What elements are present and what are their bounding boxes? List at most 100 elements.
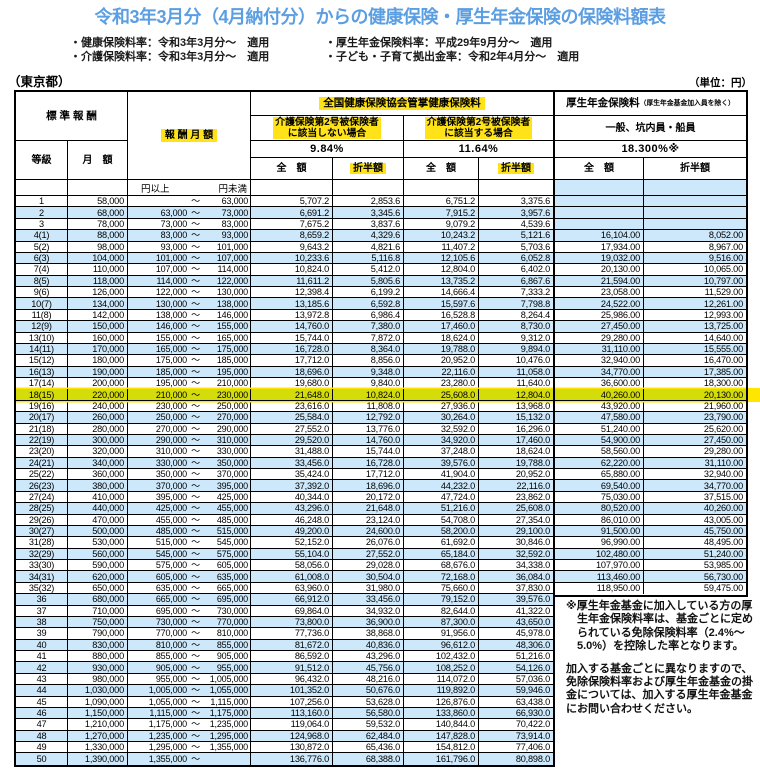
cell: 37 bbox=[16, 605, 68, 616]
cell: 124,968.0 bbox=[251, 730, 333, 741]
range-upper: 290,000 bbox=[216, 423, 248, 434]
tilde: ～ bbox=[191, 617, 200, 628]
tilde: ～ bbox=[191, 503, 200, 514]
cell: 410,000 bbox=[68, 491, 128, 503]
tilde: ～ bbox=[191, 754, 200, 765]
cell: 63,000 ～ 73,000 bbox=[128, 207, 251, 218]
cell: 280,000 bbox=[68, 423, 128, 434]
cell: 20,130.00 bbox=[555, 264, 644, 275]
tilde: ～ bbox=[191, 389, 200, 400]
cell: 13,725.00 bbox=[703, 321, 743, 332]
cell: 340,000 bbox=[68, 457, 128, 468]
table-row: 43 980,000 955,000 ～ 1,005,000 96,432.0 48,216… bbox=[16, 673, 553, 686]
cell: 9,348.0 bbox=[333, 366, 404, 377]
pension-title: 厚生年金保険料 bbox=[566, 97, 640, 109]
cell: 830,000 bbox=[68, 639, 128, 650]
cell bbox=[555, 207, 644, 218]
table-row: 25(22) 360,000 350,000 ～ 370,000 35,424.0 17,7… bbox=[16, 469, 553, 481]
cell: 3,837.6 bbox=[333, 218, 404, 230]
cell: ～ 63,000 bbox=[128, 196, 251, 207]
tilde: ～ bbox=[191, 412, 200, 423]
cell: 9,643.2 bbox=[251, 241, 333, 252]
cell: 78,000 bbox=[68, 218, 128, 230]
cell: 160,000 bbox=[68, 332, 128, 343]
table-row: 38 750,000 730,000 ～ 770,000 73,800.0 36,900.0… bbox=[16, 616, 553, 629]
cell: 8,967.00 bbox=[708, 241, 743, 252]
table-row: 49 1,330,000 1,295,000 ～ 1,355,000 130,872.0 6… bbox=[16, 742, 553, 754]
cell: 15,744.0 bbox=[251, 332, 333, 343]
tilde: ～ bbox=[191, 582, 200, 593]
pension-row: 29,280.00 14,640.00 bbox=[555, 332, 746, 344]
tilde: ～ bbox=[191, 662, 200, 673]
cell: 12,105.6 bbox=[404, 252, 479, 264]
tilde: ～ bbox=[191, 355, 200, 366]
range-upper: 350,000 bbox=[216, 457, 248, 468]
cell: 29(26) bbox=[16, 514, 68, 525]
cell: 48,306.0 bbox=[515, 639, 550, 650]
range-lower: 1,005,000 bbox=[148, 685, 187, 696]
tilde: ～ bbox=[191, 730, 200, 741]
standard-reward-group: 標 準 報 酬 等級 月 額 bbox=[16, 92, 128, 196]
cell: 10(7) bbox=[16, 298, 68, 309]
cell: 18,624.0 bbox=[404, 332, 479, 343]
cell: 190,000 bbox=[68, 366, 128, 377]
pension-row: 58,560.00 29,280.00 bbox=[555, 446, 746, 458]
range-upper: 1,235,000 bbox=[209, 719, 248, 730]
cell: 37,248.0 bbox=[404, 446, 479, 457]
pension-row bbox=[555, 196, 746, 208]
care-label: 介護保険第2号被保険者 に該当する場合 bbox=[424, 117, 533, 139]
cell: 146,000 ～ 155,000 bbox=[128, 321, 251, 332]
cell: 270,000 ～ 290,000 bbox=[128, 423, 251, 434]
cell: 34,920.0 bbox=[404, 434, 479, 446]
cell: 88,000 bbox=[68, 230, 128, 241]
cell: 20,130.00 bbox=[703, 389, 743, 400]
cell: 6,986.4 bbox=[333, 309, 404, 321]
table-row: 14(11) 170,000 165,000 ～ 175,000 16,728.0 8,36… bbox=[16, 343, 553, 356]
cell: 395,000 ～ 425,000 bbox=[128, 491, 251, 503]
cell: 9,312.0 bbox=[520, 332, 550, 343]
range-lower: 955,000 bbox=[155, 673, 187, 684]
cell: 18,624.0 bbox=[515, 446, 550, 457]
cell: 620,000 bbox=[68, 571, 128, 582]
cell: 40,260.00 bbox=[555, 389, 644, 400]
cell: 30(27) bbox=[16, 525, 68, 537]
cell: 130,000 ～ 138,000 bbox=[128, 298, 251, 309]
tilde: ～ bbox=[191, 435, 200, 446]
cell: 14,760.0 bbox=[251, 321, 333, 332]
cell: 6,691.2 bbox=[251, 207, 333, 218]
range-lower: 107,000 bbox=[155, 264, 187, 275]
range-lower: 905,000 bbox=[155, 662, 187, 673]
range-upper: 138,000 bbox=[216, 298, 248, 309]
range-upper: 107,000 bbox=[216, 253, 248, 264]
tilde: ～ bbox=[191, 400, 200, 411]
cell: 25,608.0 bbox=[515, 503, 550, 514]
cell: 770,000 ～ 810,000 bbox=[128, 628, 251, 639]
table-row: 6(3) 104,000 101,000 ～ 107,000 10,233.6 5,116.… bbox=[16, 252, 553, 265]
range-upper: 485,000 bbox=[216, 514, 248, 525]
cell: 23,790.00 bbox=[703, 412, 743, 423]
cell: 33,456.0 bbox=[251, 457, 333, 468]
cell: 3,957.6 bbox=[520, 207, 550, 218]
table-body: 1 58,000 ～ 63,000 5,707.2 2,853.6 6,751.2 3,375… bbox=[16, 196, 553, 765]
cell: 17,460.0 bbox=[404, 321, 479, 332]
cell: 18,300.00 bbox=[703, 378, 743, 389]
cell: 21,648.0 bbox=[251, 389, 333, 400]
range-lower: 195,000 bbox=[155, 378, 187, 389]
range-upper: 210,000 bbox=[216, 378, 248, 389]
no-care-header: 介護保険第2号被保険者 に該当しない場合 bbox=[251, 116, 404, 140]
cell: 73,914.0 bbox=[515, 730, 550, 741]
pension-row: 31,110.00 15,555.00 bbox=[555, 343, 746, 356]
cell: 96,990.00 bbox=[555, 537, 644, 548]
table-row: 2 68,000 63,000 ～ 73,000 6,691.2 3,345.6 7,915.… bbox=[16, 207, 553, 219]
tilde: ～ bbox=[191, 321, 200, 332]
pension-row: 43,920.00 21,960.00 bbox=[555, 400, 746, 413]
cell: 38 bbox=[16, 616, 68, 628]
cell: 73,800.0 bbox=[251, 616, 333, 628]
table-row: 22(19) 300,000 290,000 ～ 310,000 29,520.0 14,7… bbox=[16, 434, 553, 447]
pension-table-body: 16,104.00 8,052.00 17,934.00 8,967.00 19,032… bbox=[555, 196, 746, 595]
cell: 27,552.0 bbox=[251, 423, 333, 434]
cell: 69,864.0 bbox=[251, 605, 333, 616]
pension-row: 24,522.00 12,261.00 bbox=[555, 298, 746, 310]
cell: 16,728.0 bbox=[333, 457, 404, 468]
range-lower: 73,000 bbox=[160, 218, 188, 229]
